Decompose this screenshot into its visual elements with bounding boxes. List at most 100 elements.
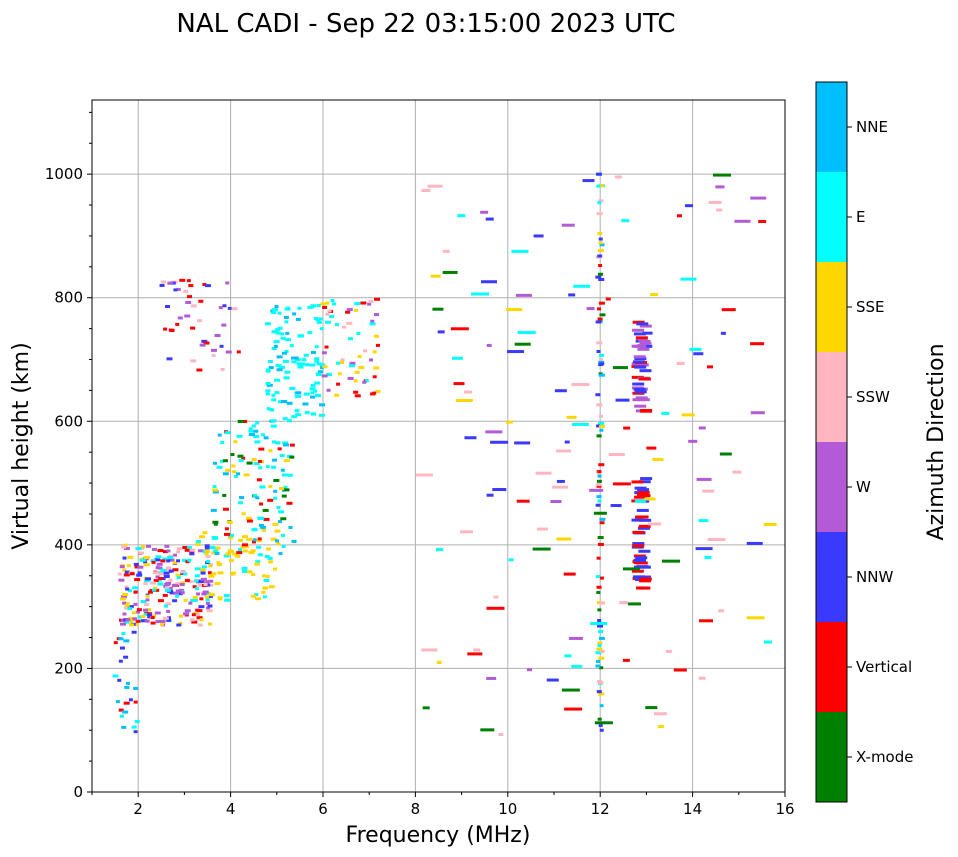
echo-point <box>634 357 647 361</box>
echo-point <box>309 387 316 391</box>
echo-point <box>150 621 156 625</box>
echo-point <box>143 582 148 586</box>
echo-point <box>212 490 219 494</box>
echo-point <box>615 398 630 402</box>
echo-point <box>631 518 644 522</box>
echo-point <box>600 184 605 188</box>
echo-point <box>677 214 683 218</box>
echo-point <box>212 536 219 540</box>
echo-point <box>421 648 438 652</box>
echo-point <box>194 567 201 571</box>
echo-point <box>141 619 148 623</box>
echo-point <box>121 545 127 549</box>
echo-point <box>597 470 602 474</box>
echo-point <box>163 327 168 331</box>
echo-point <box>169 591 174 595</box>
echo-point <box>222 493 227 497</box>
echo-point <box>599 425 606 429</box>
echo-point <box>204 284 211 288</box>
echo-point <box>430 274 441 278</box>
echo-point <box>150 559 156 563</box>
echo-point <box>255 560 261 564</box>
echo-point <box>125 587 130 591</box>
y-tick-label: 600 <box>54 412 83 430</box>
echo-point <box>636 322 649 326</box>
echo-point <box>216 465 223 469</box>
echo-point <box>122 612 127 616</box>
echo-point <box>258 466 263 470</box>
echo-point <box>597 272 603 276</box>
echo-point <box>225 552 231 556</box>
echo-point <box>161 280 167 284</box>
echo-point <box>268 585 275 589</box>
echo-point <box>286 419 292 423</box>
echo-point <box>346 321 353 325</box>
echo-point <box>217 563 223 567</box>
echo-point <box>257 459 262 463</box>
echo-point <box>211 353 216 357</box>
echo-point <box>297 365 304 369</box>
echo-point <box>632 530 645 534</box>
echo-point <box>225 468 231 472</box>
echo-point <box>255 496 260 500</box>
chart-title: NAL CADI - Sep 22 03:15:00 2023 UTC <box>176 9 675 39</box>
echo-point <box>375 343 380 347</box>
echo-point <box>119 714 124 718</box>
echo-point <box>198 605 205 609</box>
echo-point <box>639 518 652 522</box>
echo-point <box>374 313 380 317</box>
echo-point <box>250 594 256 598</box>
echo-point <box>207 604 213 608</box>
echo-point <box>195 613 201 617</box>
echo-point <box>640 477 653 481</box>
echo-point <box>280 336 286 340</box>
echo-point <box>211 572 217 576</box>
echo-point <box>237 548 242 552</box>
echo-point <box>758 220 767 224</box>
echo-point <box>182 558 187 562</box>
echo-point <box>164 582 171 586</box>
echo-point <box>597 317 603 321</box>
echo-point <box>253 434 260 438</box>
echo-point <box>138 551 145 555</box>
echo-point <box>210 508 217 512</box>
echo-point <box>164 569 171 573</box>
echo-point <box>141 544 146 548</box>
echo-point <box>176 287 181 291</box>
echo-point <box>746 616 765 620</box>
echo-point <box>653 712 667 716</box>
echo-point <box>124 585 129 589</box>
echo-point <box>676 361 685 365</box>
echo-point <box>175 573 182 577</box>
echo-point <box>125 618 131 622</box>
echo-point <box>155 588 160 592</box>
y-tick-label: 200 <box>54 659 83 677</box>
echo-point <box>633 561 646 565</box>
echo-point <box>599 728 604 732</box>
echo-point <box>309 363 316 367</box>
echo-point <box>142 608 148 612</box>
echo-point <box>229 535 234 539</box>
echo-point <box>120 597 127 601</box>
echo-point <box>640 408 653 412</box>
echo-point <box>221 323 227 327</box>
echo-point <box>596 479 602 483</box>
echo-point <box>267 498 274 502</box>
echo-point <box>272 308 279 312</box>
echo-point <box>266 547 272 551</box>
echo-point <box>316 373 322 377</box>
echo-point <box>322 365 328 369</box>
echo-point <box>186 279 191 283</box>
echo-point <box>346 308 353 312</box>
echo-point <box>362 380 367 384</box>
echo-point <box>224 598 231 602</box>
echo-point <box>167 616 172 620</box>
echo-point <box>168 578 173 582</box>
echo-point <box>689 347 702 351</box>
echo-point <box>201 339 208 343</box>
echo-point <box>159 283 165 287</box>
echo-point <box>157 549 164 553</box>
echo-point <box>200 571 206 575</box>
echo-point <box>122 601 127 605</box>
echo-point <box>195 540 201 544</box>
